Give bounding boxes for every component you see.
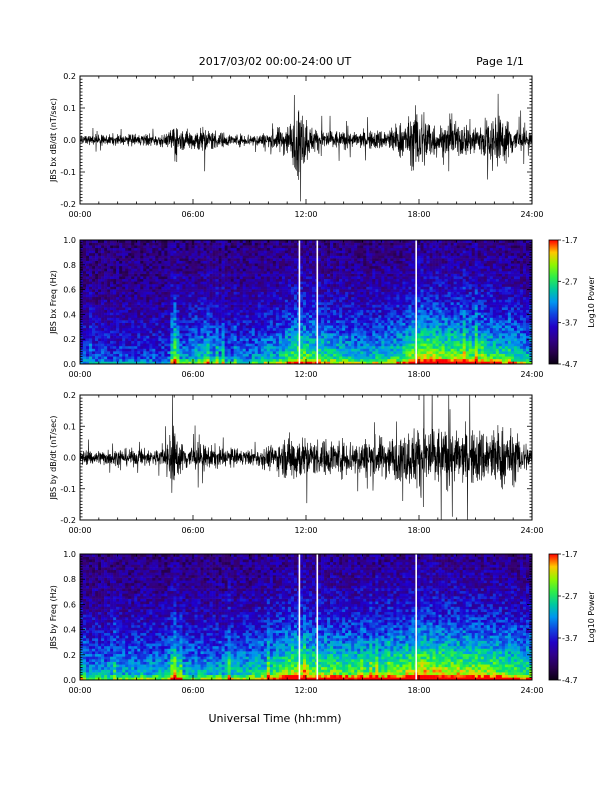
colorbar-label: Log10 Power: [587, 591, 596, 643]
panel-by-spectrogram: 00:00 06:00 12:00 18:00 24:00 0.0 0.2 0.4 0.6 0.8…: [49, 550, 596, 695]
x-tick-label: 12:00: [294, 370, 317, 379]
y-tick-label: 0.2: [63, 72, 76, 81]
panel-bx-dbdt: 00:00 06:00 12:00 18:00 24:00 -0.2 -0.1 0.0 0.1 0…: [49, 72, 544, 219]
y-tick-label: 0.6: [63, 286, 76, 295]
y-tick-label: 0.0: [63, 454, 76, 463]
y-tick-label: -0.1: [60, 168, 76, 177]
y-tick-label: 0.0: [63, 360, 76, 369]
series-line: [80, 395, 532, 520]
y-axis-label: JBS by dB/dt (nT/sec): [49, 415, 58, 500]
spectrogram-cells: [80, 240, 533, 365]
x-tick-label: 00:00: [68, 370, 91, 379]
x-tick-label: 24:00: [520, 210, 543, 219]
colorbar-tick-label: -1.7: [562, 236, 578, 245]
x-tick-label: 06:00: [181, 370, 204, 379]
y-tick-label: 1.0: [63, 236, 76, 245]
y-tick-label: 0.1: [63, 422, 76, 431]
panel-by-dbdt: 00:00 06:00 12:00 18:00 24:00 -0.2 -0.1 0.0 0.1 0…: [49, 391, 544, 535]
x-tick-label: 24:00: [520, 686, 543, 695]
panel-bx-spectrogram: 00:00 06:00 12:00 18:00 24:00 0.0 0.2 0.4 0.6 0.8…: [49, 236, 596, 379]
colorbar-tick-label: -3.7: [562, 319, 578, 328]
y-tick-label: 0.2: [63, 335, 76, 344]
y-tick-label: 1.0: [63, 550, 76, 559]
y-axis-label: JBS by Freq (Hz): [49, 585, 58, 650]
colorbar-tick-label: -1.7: [562, 550, 578, 559]
page-indicator: Page 1/1: [476, 55, 524, 68]
y-tick-label: 0.8: [63, 261, 76, 270]
x-tick-label: 24:00: [520, 370, 543, 379]
x-tick-label: 12:00: [294, 686, 317, 695]
colorbar-label: Log10 Power: [587, 276, 596, 328]
x-tick-label: 18:00: [407, 210, 430, 219]
x-tick-label: 12:00: [294, 210, 317, 219]
colorbar-tick-label: -4.7: [562, 676, 578, 685]
series-line: [80, 93, 532, 202]
y-tick-label: -0.1: [60, 485, 76, 494]
y-tick-label: 0.6: [63, 600, 76, 609]
x-tick-label: 18:00: [407, 526, 430, 535]
colorbar-tick-label: -4.7: [562, 360, 578, 369]
x-tick-label: 18:00: [407, 686, 430, 695]
spectrogram-cells: [80, 554, 533, 681]
x-tick-label: 00:00: [68, 686, 91, 695]
y-tick-label: 0.8: [63, 575, 76, 584]
x-tick-label: 24:00: [520, 526, 543, 535]
y-tick-label: 0.4: [63, 626, 76, 635]
y-axis-label: JBS bx dB/dt (nT/sec): [49, 98, 58, 183]
colorbar: [548, 553, 559, 681]
colorbar-tick-label: -2.7: [562, 592, 578, 601]
x-axis-title: Universal Time (hh:mm): [209, 712, 342, 725]
y-axis-label: JBS bx Freq (Hz): [49, 270, 58, 335]
y-tick-label: 0.4: [63, 310, 76, 319]
x-tick-label: 00:00: [68, 210, 91, 219]
y-tick-label: 0.1: [63, 104, 76, 113]
x-tick-label: 18:00: [407, 370, 430, 379]
y-tick-label: 0.0: [63, 676, 76, 685]
y-tick-label: -0.2: [60, 200, 76, 209]
x-tick-label: 00:00: [68, 526, 91, 535]
figure-title: 2017/03/02 00:00-24:00 UT: [199, 55, 352, 68]
colorbar: [548, 239, 559, 365]
x-tick-label: 12:00: [294, 526, 317, 535]
y-tick-label: -0.2: [60, 516, 76, 525]
colorbar-tick-label: -3.7: [562, 634, 578, 643]
x-tick-label: 06:00: [181, 210, 204, 219]
y-tick-label: 0.2: [63, 391, 76, 400]
x-tick-label: 06:00: [181, 686, 204, 695]
y-tick-label: 0.0: [63, 136, 76, 145]
y-tick-label: 0.2: [63, 651, 76, 660]
x-tick-label: 06:00: [181, 526, 204, 535]
colorbar-tick-label: -2.7: [562, 277, 578, 286]
